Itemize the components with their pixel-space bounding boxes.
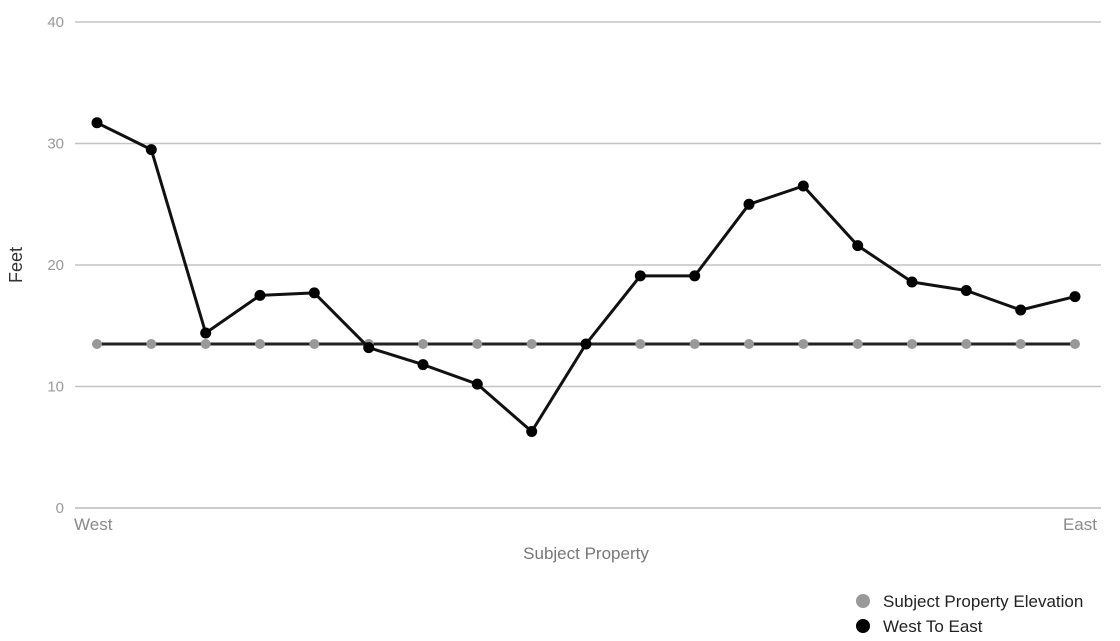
- legend-label-west-to-east: West To East: [883, 617, 983, 636]
- y-tick-40: 40: [47, 14, 64, 31]
- gridlines: [75, 21, 1101, 509]
- y-tick-10: 10: [47, 379, 64, 396]
- data-point-west-to-east-16[interactable]: [960, 285, 972, 296]
- data-point-west-to-east-7[interactable]: [471, 378, 483, 390]
- data-point-west-to-east-8[interactable]: [526, 426, 538, 437]
- legend-item-west-to-east[interactable]: West To East: [856, 617, 983, 636]
- legend: Subject Property Elevation West To East: [856, 592, 1083, 636]
- data-point-subject-property-elevation-12[interactable]: [744, 339, 754, 349]
- data-point-subject-property-elevation-17[interactable]: [1015, 339, 1026, 349]
- legend-marker-subject-property-elevation: [856, 594, 870, 608]
- data-point-west-to-east-9[interactable]: [580, 338, 592, 350]
- x-axis-title: Subject Property: [523, 544, 649, 563]
- data-point-subject-property-elevation-4[interactable]: [309, 339, 320, 349]
- data-point-west-to-east-14[interactable]: [852, 240, 864, 252]
- data-point-subject-property-elevation-14[interactable]: [852, 339, 863, 349]
- series-line-west-to-east: [96, 121, 1076, 433]
- data-point-subject-property-elevation-16[interactable]: [961, 339, 972, 349]
- legend-label-subject-property-elevation: Subject Property Elevation: [883, 592, 1083, 611]
- data-point-west-to-east-4[interactable]: [308, 287, 320, 299]
- series-layer: [91, 117, 1081, 437]
- y-axis-ticks: 0 10 20 30 40: [47, 14, 64, 517]
- data-point-subject-property-elevation-15[interactable]: [907, 339, 917, 349]
- y-tick-30: 30: [47, 136, 64, 153]
- data-point-west-to-east-12[interactable]: [743, 198, 755, 210]
- legend-item-subject-property-elevation[interactable]: Subject Property Elevation: [856, 592, 1083, 611]
- data-point-west-to-east-6[interactable]: [417, 359, 429, 371]
- data-point-subject-property-elevation-11[interactable]: [689, 339, 700, 349]
- data-point-subject-property-elevation-1[interactable]: [146, 339, 157, 349]
- data-point-west-to-east-13[interactable]: [797, 180, 809, 192]
- data-point-subject-property-elevation-10[interactable]: [635, 339, 646, 349]
- data-point-subject-property-elevation-2[interactable]: [200, 339, 211, 349]
- data-point-west-to-east-15[interactable]: [906, 276, 918, 288]
- x-tick-east: East: [1063, 515, 1097, 534]
- data-point-west-to-east-0[interactable]: [91, 117, 103, 129]
- data-point-subject-property-elevation-18[interactable]: [1070, 339, 1080, 349]
- y-tick-0: 0: [56, 500, 64, 517]
- legend-marker-west-to-east: [856, 619, 870, 633]
- data-point-subject-property-elevation-0[interactable]: [92, 339, 102, 349]
- data-point-west-to-east-11[interactable]: [689, 270, 701, 282]
- data-point-west-to-east-10[interactable]: [634, 270, 646, 282]
- data-point-west-to-east-2[interactable]: [200, 327, 212, 339]
- series-west-to-east: [91, 117, 1081, 437]
- data-point-west-to-east-1[interactable]: [145, 144, 157, 156]
- data-point-subject-property-elevation-13[interactable]: [798, 339, 809, 349]
- data-point-west-to-east-17[interactable]: [1015, 304, 1027, 316]
- y-axis-title: Feet: [6, 247, 26, 283]
- data-point-subject-property-elevation-7[interactable]: [472, 339, 483, 349]
- y-tick-20: 20: [47, 257, 64, 274]
- data-point-subject-property-elevation-6[interactable]: [418, 339, 428, 349]
- data-point-west-to-east-5[interactable]: [363, 342, 375, 354]
- data-point-west-to-east-3[interactable]: [254, 289, 266, 301]
- x-tick-west: West: [74, 515, 113, 534]
- data-point-subject-property-elevation-8[interactable]: [526, 339, 537, 349]
- data-point-subject-property-elevation-3[interactable]: [255, 339, 265, 349]
- data-point-west-to-east-18[interactable]: [1069, 291, 1081, 303]
